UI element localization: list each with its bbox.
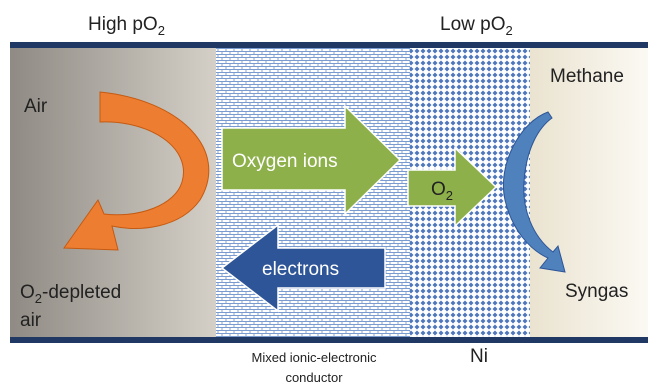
syngas-label: Syngas xyxy=(565,281,628,302)
ni-label: Ni xyxy=(470,346,488,367)
methane-label: Methane xyxy=(550,66,624,87)
top-border xyxy=(10,42,648,48)
diagram: High pO2 Low pO2 Air O2-depleted air Oxy… xyxy=(0,0,648,389)
air-label: Air xyxy=(24,96,48,117)
mixed-label: Mixed ionic-electronic xyxy=(252,350,377,365)
o2-depleted-label-2: air xyxy=(20,310,42,331)
oxygen-ions-label: Oxygen ions xyxy=(232,151,338,172)
low-po2: Low pO2 xyxy=(440,14,513,38)
mixed-label-2: conductor xyxy=(285,370,343,385)
membrane xyxy=(216,45,410,340)
electrons-label: electrons xyxy=(262,259,339,280)
bottom-border xyxy=(10,337,648,343)
high-po2: High pO2 xyxy=(88,14,165,38)
